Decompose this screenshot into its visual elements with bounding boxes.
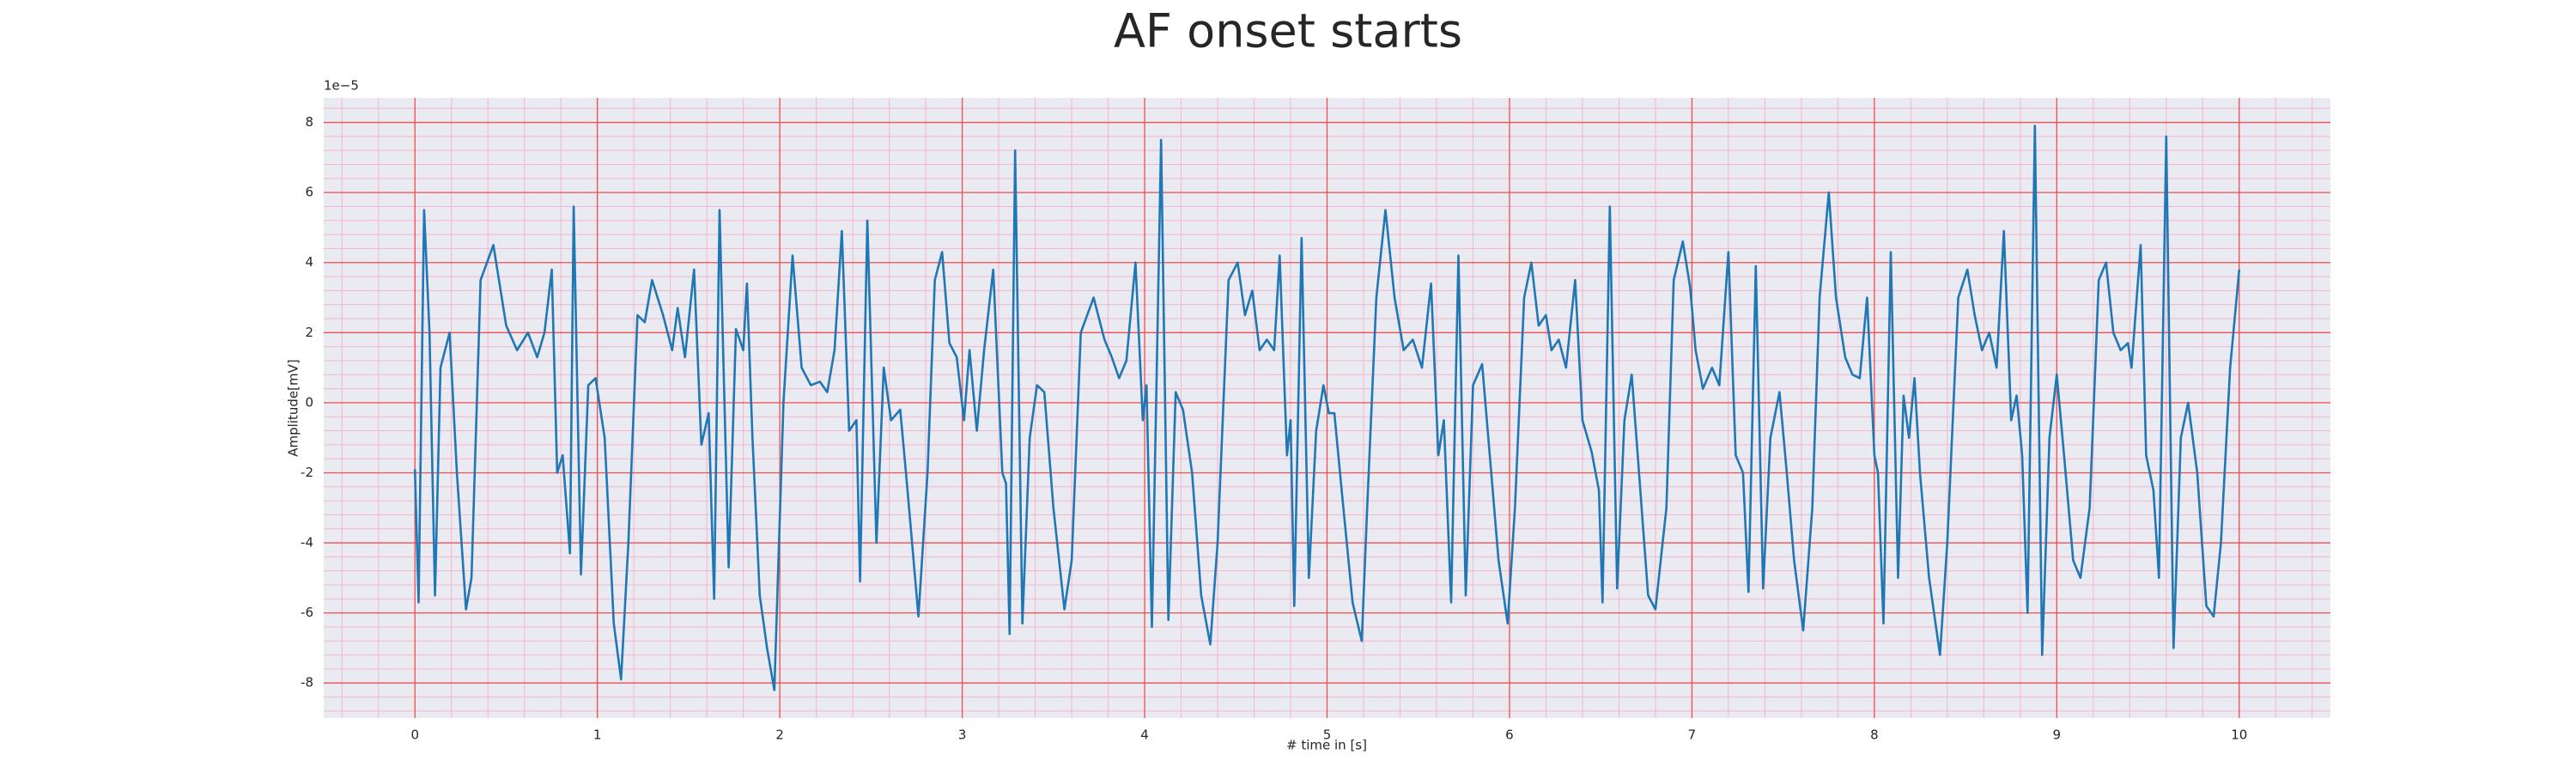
x-tick-label: 9 [2053, 727, 2062, 743]
x-tick-label: 2 [775, 727, 784, 743]
signal-line [413, 125, 2241, 691]
x-tick-label: 7 [1688, 727, 1697, 743]
y-offset-label: 1e−5 [324, 78, 359, 94]
x-tick-label: 4 [1140, 727, 1149, 743]
x-axis-label: # time in [s] [1286, 738, 1367, 753]
x-tick-label: 0 [410, 727, 419, 743]
x-tick-label: 6 [1505, 727, 1514, 743]
y-tick-label: 0 [305, 394, 313, 410]
y-tick-label: 8 [305, 114, 313, 130]
y-tick-label: 4 [305, 254, 313, 270]
x-tick-label: 3 [958, 727, 967, 743]
y-tick-label: 6 [305, 185, 313, 200]
x-tick-label: 10 [2231, 727, 2247, 743]
y-tick-label: -8 [301, 675, 313, 691]
x-tick-label: 1 [593, 727, 602, 743]
y-axis-label: Amplitude[mV] [286, 359, 301, 456]
x-tick-label: 8 [1870, 727, 1879, 743]
y-tick-label: -2 [301, 465, 313, 480]
y-tick-label: -4 [301, 535, 313, 551]
chart-title: AF onset starts [1114, 4, 1462, 58]
y-tick-label: 2 [305, 325, 313, 340]
y-tick-label: -6 [301, 605, 313, 620]
x-tick-label: 5 [1323, 727, 1332, 743]
